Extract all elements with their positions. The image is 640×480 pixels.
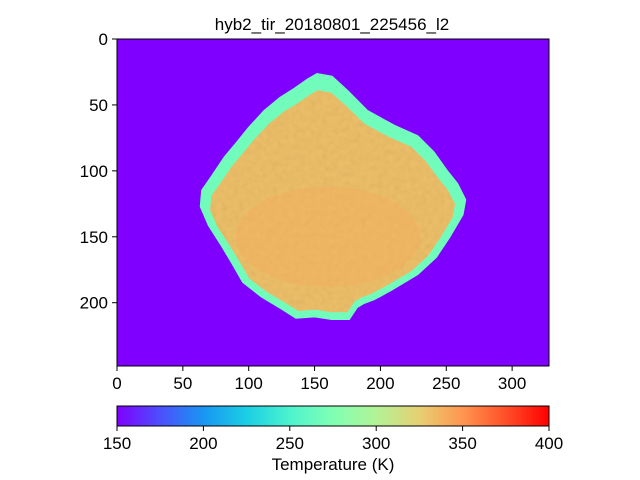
y-tick-label: 50 — [89, 96, 108, 115]
colorbar-tick-label: 300 — [362, 434, 390, 453]
colorbar-label: Temperature (K) — [272, 455, 395, 474]
x-tick-label: 300 — [498, 374, 526, 393]
plot-frame — [116, 38, 550, 367]
asteroid-body — [210, 90, 456, 313]
colorbar-gradient — [116, 405, 550, 427]
colorbar: 150 200 250 300 350 400 Temperature (K) — [103, 405, 563, 474]
chart-title: hyb2_tir_20180801_225456_l2 — [215, 15, 449, 34]
colorbar-tick-label: 250 — [276, 434, 304, 453]
colorbar-ticks: 150 200 250 300 350 400 — [103, 426, 563, 453]
x-tick-label: 250 — [432, 374, 460, 393]
x-axis: 0 50 100 150 200 250 300 — [112, 366, 526, 393]
y-tick-label: 100 — [80, 162, 108, 181]
x-tick-label: 150 — [300, 374, 328, 393]
colorbar-tick-label: 350 — [448, 434, 476, 453]
image-plot-area — [116, 38, 550, 367]
colorbar-tick-label: 150 — [103, 434, 131, 453]
x-tick-label: 100 — [235, 374, 263, 393]
x-tick-label: 0 — [112, 374, 121, 393]
x-tick-label: 50 — [173, 374, 192, 393]
y-axis: 0 50 100 150 200 — [80, 30, 117, 313]
y-tick-label: 0 — [99, 30, 108, 49]
colorbar-tick-label: 200 — [189, 434, 217, 453]
y-tick-label: 200 — [80, 294, 108, 313]
y-tick-label: 150 — [80, 228, 108, 247]
asteroid-warm-core — [235, 186, 420, 287]
colorbar-tick-label: 400 — [535, 434, 563, 453]
x-tick-label: 200 — [366, 374, 394, 393]
